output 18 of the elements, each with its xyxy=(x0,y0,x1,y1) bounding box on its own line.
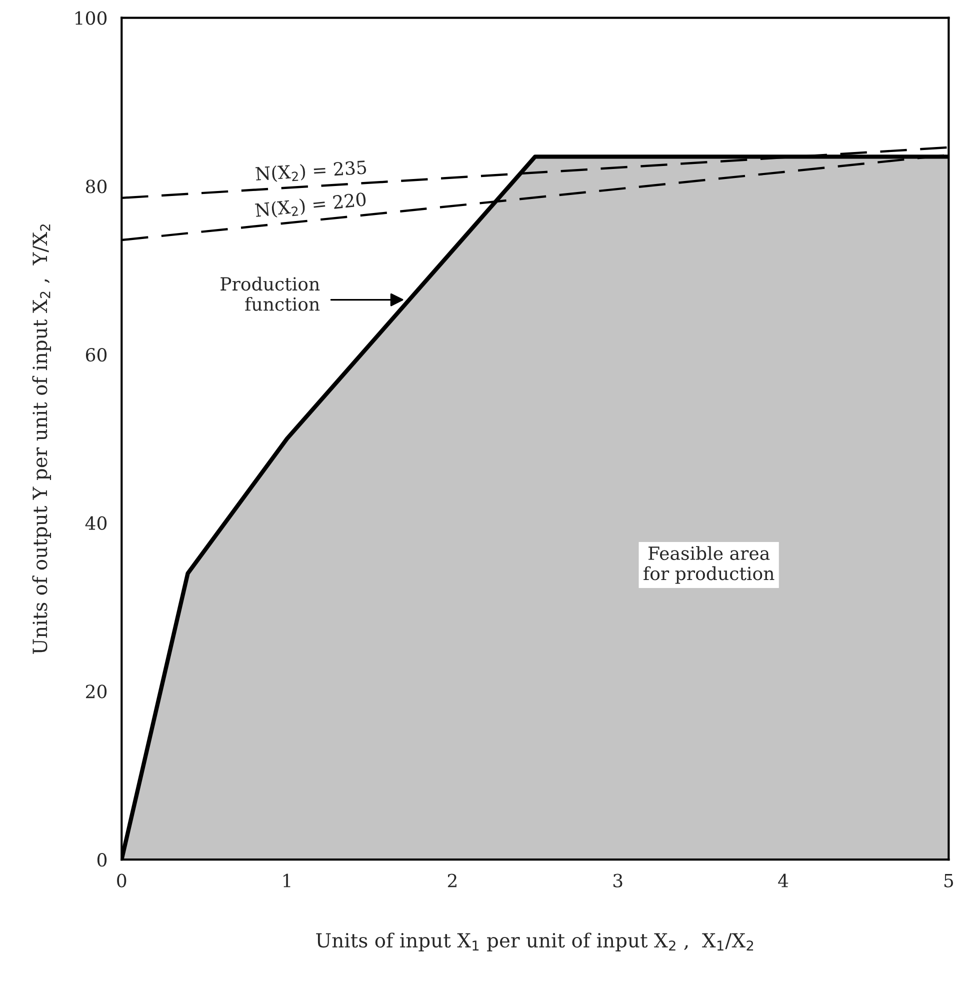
x-tick-label: 3 xyxy=(613,874,622,888)
y-tick-label: 80 xyxy=(86,180,107,194)
x-tick-label: 0 xyxy=(117,874,126,888)
x-tick-label: 5 xyxy=(944,874,954,888)
x-axis-title: Units of input X$_{1}$ per unit of input X$_{2}$ , X$_{1}$/X$_{2}$ xyxy=(316,932,754,952)
x-tick-label: 1 xyxy=(283,874,290,888)
x-tick-label: 2 xyxy=(448,874,456,888)
x-tick-label: 4 xyxy=(778,874,788,888)
series-label: N(X$_{2}$) = 235 xyxy=(255,160,366,184)
y-tick-label: 20 xyxy=(86,684,107,698)
y-tick-label: 40 xyxy=(85,516,107,530)
text: N(X$_{2}$) = 220 xyxy=(254,192,366,220)
annotation: Feasible area for production xyxy=(644,546,774,584)
y-tick-label: 60 xyxy=(86,348,107,362)
y-tick-label: 0 xyxy=(97,853,107,867)
annotation: Production function xyxy=(220,276,320,311)
y-axis-title: Units of output Y per unit of input X$_{2}$ , Y/X$_{2}$ xyxy=(32,224,52,654)
y-tick-label: 100 xyxy=(75,11,107,25)
